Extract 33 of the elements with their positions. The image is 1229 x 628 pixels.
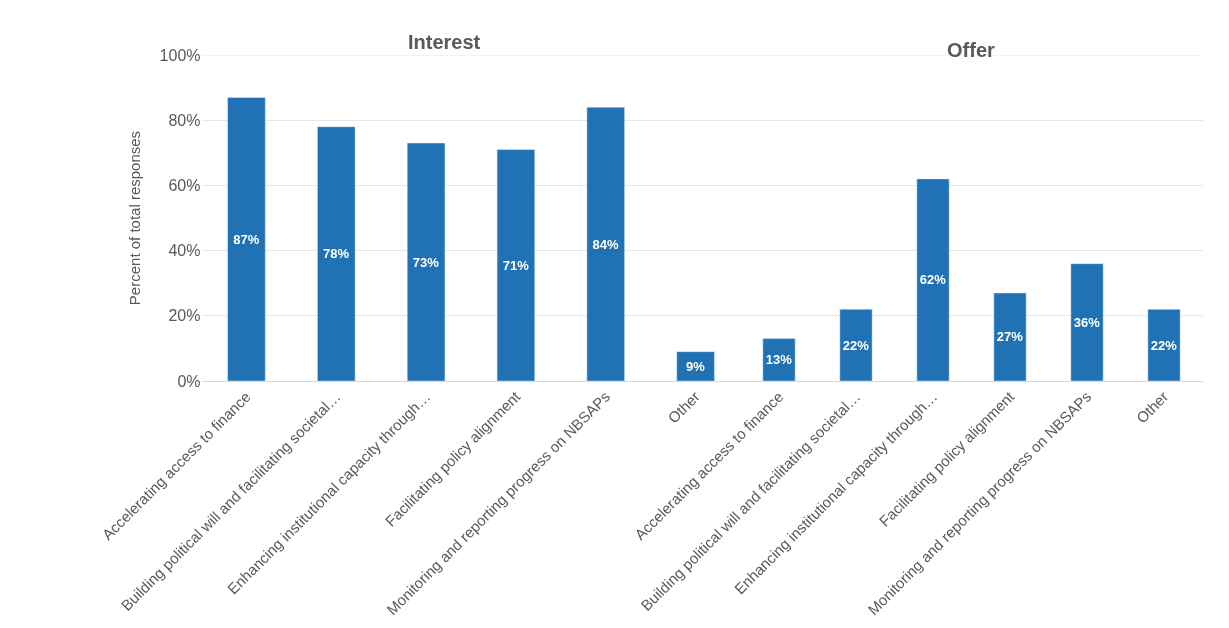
- bar: [839, 309, 873, 381]
- data-label: 87%: [233, 231, 260, 247]
- data-label: 62%: [919, 272, 947, 288]
- data-label: 27%: [996, 329, 1024, 345]
- y-tick-label: 60%: [168, 177, 201, 194]
- y-tick-label: 20%: [168, 307, 201, 325]
- bar: [406, 142, 446, 381]
- data-label: 36%: [1073, 314, 1101, 330]
- bar: [1070, 263, 1104, 381]
- data-label: 9%: [685, 358, 706, 374]
- bar: [993, 292, 1027, 381]
- data-label: 22%: [1150, 337, 1178, 353]
- bar: [1147, 309, 1181, 381]
- bar: [762, 338, 796, 381]
- bar: [496, 149, 536, 381]
- data-label: 84%: [592, 236, 619, 252]
- y-tick-label: 0%: [177, 372, 201, 390]
- y-axis-title: Percent of total responses: [125, 130, 143, 306]
- bar: [586, 106, 625, 381]
- data-label: 71%: [502, 257, 530, 273]
- y-tick-label: 100%: [159, 46, 201, 64]
- bar: [317, 126, 356, 381]
- chart-title: Interest: [408, 31, 481, 53]
- y-tick-label: 40%: [168, 242, 201, 260]
- chart-title: Offer: [947, 39, 995, 61]
- data-label: 73%: [412, 254, 440, 270]
- bar: [676, 351, 715, 381]
- data-label: 22%: [842, 337, 870, 353]
- data-label: 13%: [765, 352, 793, 368]
- y-tick-label: 80%: [168, 111, 201, 129]
- bar: [916, 178, 950, 381]
- data-label: 78%: [323, 246, 350, 262]
- bar: [227, 97, 266, 381]
